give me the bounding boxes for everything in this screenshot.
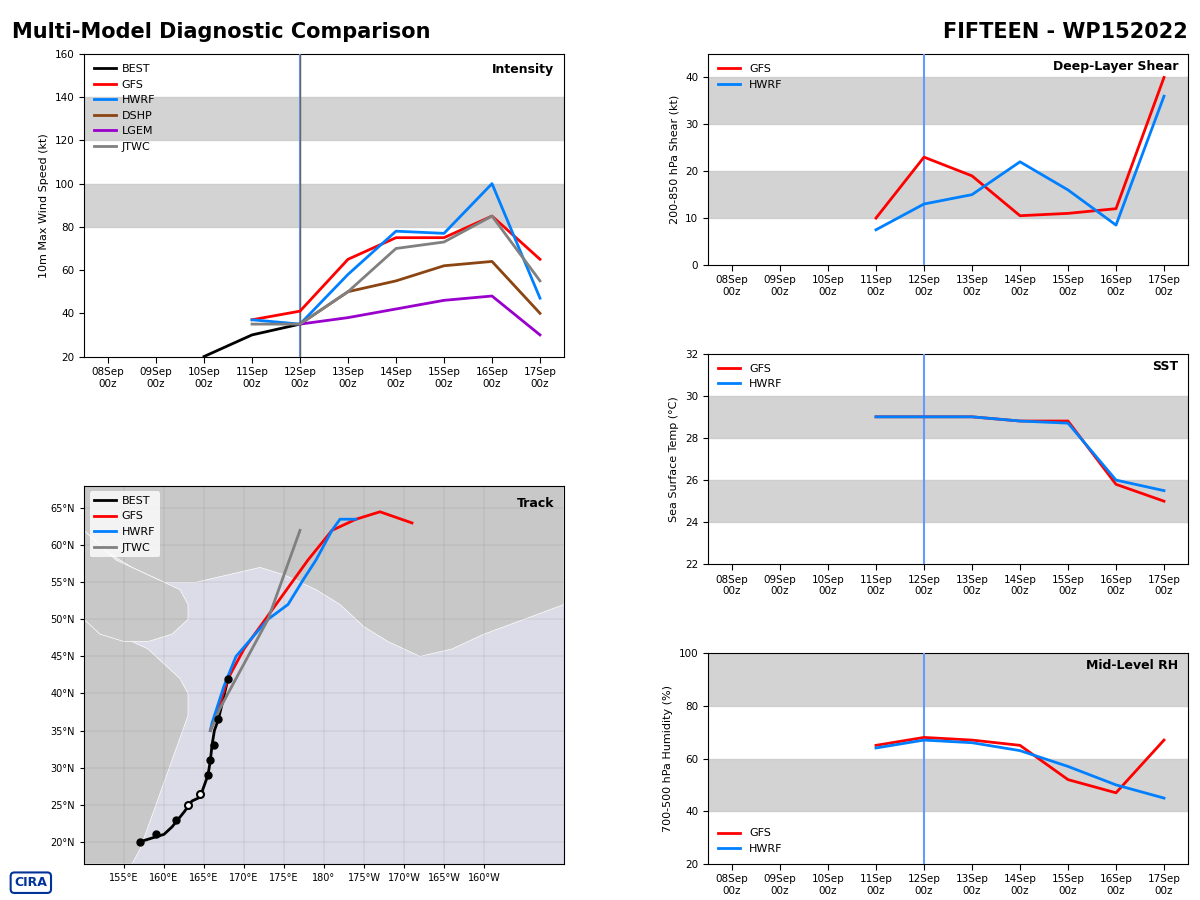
Polygon shape (84, 486, 564, 656)
Legend: BEST, GFS, HWRF, JTWC: BEST, GFS, HWRF, JTWC (90, 491, 160, 557)
Bar (708, 653, 1188, 706)
Y-axis label: 700-500 hPa Humidity (%): 700-500 hPa Humidity (%) (664, 685, 673, 832)
Text: Multi-Model Diagnostic Comparison: Multi-Model Diagnostic Comparison (12, 22, 431, 42)
Bar (84, 97, 564, 140)
Text: Track: Track (517, 497, 554, 510)
Legend: GFS, HWRF: GFS, HWRF (714, 59, 787, 94)
Legend: GFS, HWRF: GFS, HWRF (714, 824, 787, 859)
Text: CIRA: CIRA (14, 877, 47, 889)
Bar (84, 184, 564, 227)
Y-axis label: Sea Surface Temp (°C): Sea Surface Temp (°C) (670, 396, 679, 522)
Bar (708, 77, 1188, 124)
Bar (708, 396, 1188, 438)
Text: FIFTEEN - WP152022: FIFTEEN - WP152022 (943, 22, 1188, 42)
Text: Intensity: Intensity (492, 63, 554, 76)
Bar (708, 171, 1188, 218)
Legend: GFS, HWRF: GFS, HWRF (714, 359, 787, 393)
Text: SST: SST (1152, 360, 1178, 373)
Y-axis label: 200-850 hPa Shear (kt): 200-850 hPa Shear (kt) (670, 94, 679, 224)
Text: Deep-Layer Shear: Deep-Layer Shear (1052, 60, 1178, 73)
Polygon shape (84, 619, 188, 864)
Bar (708, 480, 1188, 522)
Legend: BEST, GFS, HWRF, DSHP, LGEM, JTWC: BEST, GFS, HWRF, DSHP, LGEM, JTWC (90, 59, 160, 157)
Polygon shape (84, 530, 188, 642)
Y-axis label: 10m Max Wind Speed (kt): 10m Max Wind Speed (kt) (38, 133, 49, 277)
Bar (708, 759, 1188, 811)
Text: Mid-Level RH: Mid-Level RH (1086, 660, 1178, 672)
